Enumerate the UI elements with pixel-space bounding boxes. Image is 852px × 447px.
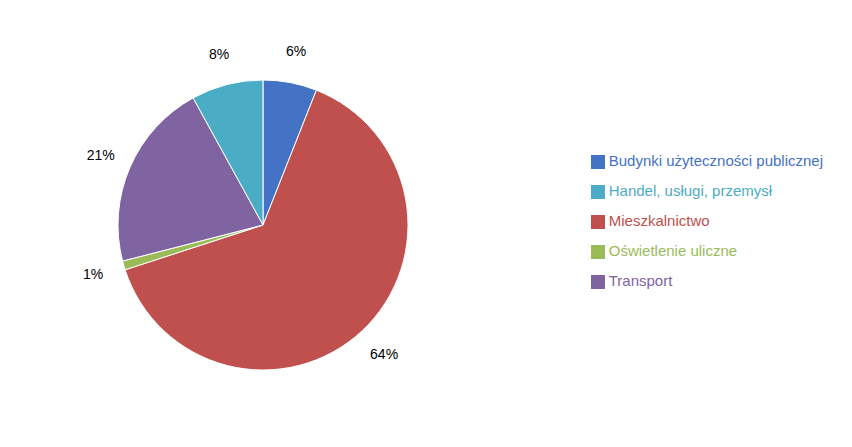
html-text:Handel, usługi, przemysł: Handel, usługi, przemysł <box>608 181 773 199</box>
svg-text:21%: 21% <box>87 147 115 163</box>
html-text:Transport: Transport <box>608 271 673 289</box>
svg-text:6%: 6% <box>286 43 306 59</box>
html-text:Mieszkalnictwo: Mieszkalnictwo <box>608 211 710 229</box>
svg-text:8%: 8% <box>209 46 229 62</box>
html-text:Oświetlenie uliczne: Oświetlenie uliczne <box>608 241 738 259</box>
svg-text:1%: 1% <box>83 266 103 282</box>
html-text:Budynki użyteczności publiczne: Budynki użyteczności publicznej <box>608 151 823 169</box>
svg-text:64%: 64% <box>370 346 398 362</box>
